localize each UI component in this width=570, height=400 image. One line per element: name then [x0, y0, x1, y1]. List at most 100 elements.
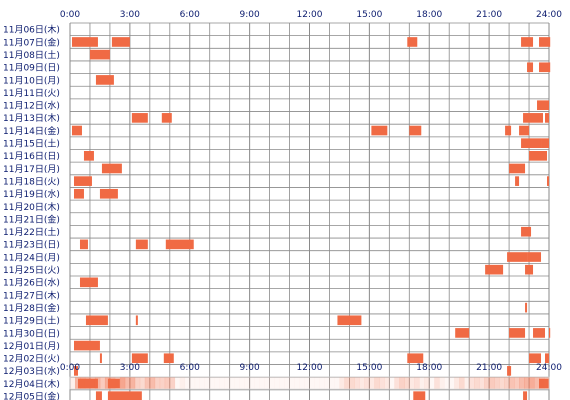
row-label: 11月08日(土) — [3, 49, 60, 61]
sleep-segment — [525, 264, 534, 275]
density-cell — [474, 377, 480, 389]
density-cell — [519, 377, 525, 389]
sleep-segment — [409, 125, 422, 136]
sleep-segment — [107, 391, 142, 400]
density-cell — [364, 377, 370, 389]
density-cell — [189, 377, 196, 389]
density-cell — [314, 377, 320, 389]
density-cell — [514, 377, 520, 389]
sleep-segment — [337, 315, 362, 326]
row-label: 11月12日(水) — [3, 100, 60, 112]
density-cell — [424, 377, 430, 389]
sleep-segment — [371, 125, 388, 136]
sleep-segment — [537, 100, 549, 111]
sleep-segment — [73, 188, 84, 199]
x-tick-label-top: 24:00 — [536, 10, 562, 20]
row-label: 11月18日(火) — [3, 176, 60, 187]
density-cell — [134, 377, 141, 389]
density-cell — [439, 377, 445, 389]
density-cell — [394, 377, 400, 389]
row-label: 11月27日(木) — [3, 289, 60, 301]
density-cell — [454, 377, 460, 389]
sleep-segment — [79, 239, 88, 250]
density-cell — [219, 377, 225, 389]
sleep-segment — [529, 151, 548, 161]
density-cell — [524, 377, 530, 389]
density-cell — [244, 377, 250, 389]
sleep-segment — [507, 366, 512, 376]
row-label: 11月13日(木) — [3, 112, 60, 124]
row-label: 11月17日(月) — [3, 164, 60, 175]
density-cell — [104, 377, 111, 389]
density-cell — [389, 377, 395, 389]
density-cell — [349, 377, 355, 389]
density-cell — [294, 377, 300, 389]
row-label: 11月25日(火) — [3, 265, 60, 276]
sleep-segment — [529, 113, 544, 123]
density-cell — [269, 377, 275, 389]
x-tick-label-bottom: 3:00 — [120, 363, 140, 373]
row-label: 11月06日(木) — [3, 24, 60, 36]
density-cell — [289, 377, 295, 389]
row-label: 11月30日(日) — [3, 328, 60, 339]
sleep-segment — [527, 252, 542, 262]
sleep-segment — [131, 353, 148, 364]
sleep-segment — [539, 37, 549, 47]
density-cell — [284, 377, 290, 389]
sleep-segment — [523, 391, 528, 400]
sleep-segment — [107, 378, 120, 389]
sleep-segment — [71, 125, 82, 136]
density-cell — [194, 377, 201, 389]
density-cell — [464, 377, 470, 389]
sleep-segment — [89, 49, 110, 60]
row-label: 11月21日(金) — [3, 213, 60, 225]
sleep-segment — [165, 239, 194, 250]
density-cell — [274, 377, 280, 389]
sleep-segment — [101, 163, 122, 174]
density-cell — [409, 377, 415, 389]
sleep-segment — [135, 315, 138, 326]
density-cell — [309, 377, 315, 389]
row-label: 11月07日(金) — [3, 36, 60, 48]
sleep-segment — [505, 125, 512, 136]
row-label: 12月01日(月) — [3, 341, 60, 352]
sleep-segment — [99, 353, 102, 364]
sleep-segment — [131, 113, 148, 123]
sleep-segment — [73, 176, 92, 186]
row-label: 11月19日(水) — [3, 188, 60, 200]
density-cell — [99, 377, 106, 389]
density-cell — [214, 377, 220, 389]
density-cell — [119, 377, 126, 389]
sleep-segment — [413, 391, 426, 400]
density-cell — [404, 377, 410, 389]
sleep-segment — [509, 163, 526, 174]
density-cell — [174, 377, 181, 389]
row-label: 11月15日(土) — [3, 138, 60, 150]
density-cell — [159, 377, 166, 389]
x-tick-label-top: 3:00 — [120, 10, 140, 20]
density-cell — [414, 377, 420, 389]
density-cell — [304, 377, 310, 389]
row-label: 11月28日(金) — [3, 302, 60, 314]
density-cell — [129, 377, 136, 389]
density-cell — [254, 377, 260, 389]
sleep-segment — [509, 328, 526, 338]
density-cell — [369, 377, 375, 389]
density-cell — [529, 377, 535, 389]
x-tick-label-bottom: 21:00 — [476, 363, 502, 373]
sleep-segment — [73, 340, 100, 351]
row-label: 11月09日(日) — [3, 63, 60, 74]
density-cell — [239, 377, 245, 389]
density-cell — [74, 377, 81, 389]
density-cell — [544, 377, 550, 389]
density-cell — [109, 377, 116, 389]
x-tick-label-bottom: 15:00 — [356, 363, 382, 373]
density-cell — [184, 377, 191, 389]
x-tick-label-top: 9:00 — [240, 10, 260, 20]
density-cell — [324, 377, 330, 389]
row-label: 11月23日(日) — [3, 240, 60, 251]
density-cell — [509, 377, 515, 389]
sleep-segment — [545, 353, 549, 364]
density-cell — [264, 377, 270, 389]
density-cell — [449, 377, 455, 389]
